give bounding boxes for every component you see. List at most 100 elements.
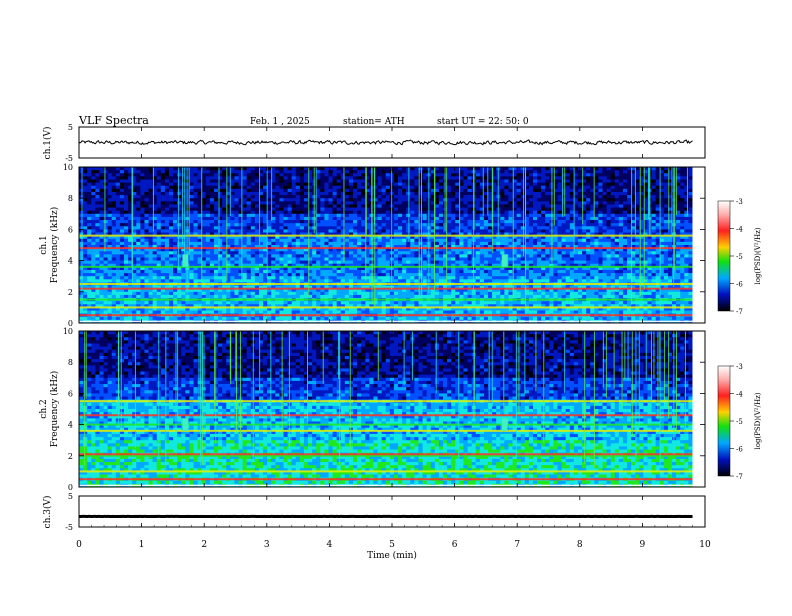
spectrogram-cell: [569, 257, 575, 261]
spectrogram-cell: [631, 167, 636, 171]
spectrogram-cell: [410, 220, 415, 224]
spectrogram-cell: [263, 226, 268, 230]
spectrogram-cell: [242, 226, 248, 230]
spectrogram-cell: [577, 204, 583, 208]
spectrogram-cell: [160, 216, 166, 221]
spectrogram-cell: [487, 185, 493, 190]
spectrogram-cell: [528, 241, 534, 246]
spectrogram-cell: [156, 201, 162, 205]
spectrogram-cell: [328, 254, 333, 258]
spectrogram-cell: [594, 220, 599, 224]
spectrogram-cell: [156, 167, 162, 171]
spectrogram-cell: [136, 185, 141, 190]
spectrogram-cell: [622, 204, 628, 208]
spectrogram-cell: [336, 257, 342, 261]
spectrogram-cell: [377, 179, 383, 183]
spectrogram-cell: [287, 235, 293, 240]
spectrogram-cell: [95, 269, 100, 274]
spectrogram-cell: [213, 245, 219, 249]
spectrogram-cell: [676, 210, 681, 215]
spectrogram-cell: [618, 223, 624, 227]
spectrogram-cell: [430, 235, 436, 240]
spectrogram-cell: [128, 185, 133, 190]
spectrogram-cell: [230, 260, 235, 265]
spectrogram-cell: [267, 213, 272, 218]
spectrogram-cell: [688, 232, 693, 237]
spectrogram-cell: [181, 191, 186, 196]
spectrogram-cell: [573, 216, 579, 221]
spectrogram-cell: [213, 220, 219, 224]
spectrogram-cell: [455, 251, 460, 255]
spectrogram-cell: [553, 185, 558, 190]
spectrogram-cell: [99, 269, 104, 274]
spectrogram-cell: [238, 204, 243, 208]
spectrogram-cell: [357, 207, 362, 212]
spectrogram-cell: [451, 191, 456, 196]
spectrogram-cell: [385, 241, 391, 246]
spectrogram-cell: [512, 263, 518, 268]
spectrogram-cell: [291, 179, 297, 183]
spectrogram-cell: [541, 173, 546, 177]
spectrogram-cell: [365, 216, 370, 221]
spectrogram-cell: [479, 191, 485, 196]
spectrogram-cell: [680, 223, 685, 227]
spectrogram-cell: [487, 232, 493, 237]
spectrogram-cell: [541, 191, 546, 196]
spectrogram-cell: [340, 201, 346, 205]
spectrogram-cell: [545, 229, 550, 233]
spectrogram-cell: [459, 170, 464, 174]
spectrogram-cell: [103, 248, 109, 252]
spectrogram-cell: [520, 238, 526, 243]
spectrogram-cell: [410, 254, 415, 258]
spectrogram-cell: [91, 182, 96, 187]
spectrogram-cell: [197, 245, 203, 249]
spectrogram-cell: [651, 170, 657, 174]
spectrogram-cell: [487, 179, 493, 183]
spectrogram-cell: [381, 167, 387, 171]
spectrogram-cell: [483, 245, 489, 249]
spectrogram-cell: [295, 167, 301, 171]
spectrogram-cell: [398, 182, 403, 187]
spectrogram-cell: [164, 204, 170, 208]
spectrogram-cell: [140, 204, 145, 208]
spectrogram-cell: [577, 235, 583, 240]
spectrogram-cell: [418, 191, 423, 196]
spectrogram-cell: [532, 260, 538, 265]
spectrogram-cell: [643, 238, 648, 243]
spectrogram-cell: [258, 213, 264, 218]
spectrogram-cell: [663, 198, 669, 202]
spectrogram-cell: [205, 167, 211, 171]
spectrogram-cell: [594, 195, 599, 199]
spectrogram-cell: [344, 210, 350, 215]
spectrogram-cell: [156, 213, 162, 218]
spectrogram-cell: [647, 245, 652, 249]
spectrogram-cell: [79, 232, 84, 237]
spectrogram-cell: [230, 191, 235, 196]
spectrogram-cell: [205, 232, 211, 237]
spectrogram-cell: [213, 232, 219, 237]
spectrogram-cell: [361, 201, 366, 205]
spectrogram-cell: [582, 204, 587, 208]
spectrogram-cell: [234, 245, 239, 249]
spectrogram-cell: [676, 257, 681, 261]
spectrogram-cell: [160, 170, 166, 174]
spectrogram-cell: [344, 235, 350, 240]
spectrogram-cell: [365, 254, 370, 258]
spectrogram-cell: [128, 245, 133, 249]
spectrogram-cell: [156, 235, 162, 240]
spectrogram-cell: [639, 232, 644, 237]
spectrogram-cell: [381, 191, 387, 196]
spectrogram-cell: [680, 201, 685, 205]
spectrogram-cell: [267, 226, 272, 230]
spectrogram-cell: [557, 232, 562, 237]
spectrogram-cell: [213, 216, 219, 221]
spectrogram-cell: [107, 201, 113, 205]
spectrogram-cell: [655, 173, 661, 177]
spectrogram-cell: [487, 191, 493, 196]
spectrogram-cell: [520, 235, 526, 240]
spectrogram-cell: [344, 207, 350, 212]
spectrogram-cell: [496, 254, 501, 258]
spectrogram-cell: [328, 188, 333, 193]
spectrogram-cell: [606, 185, 612, 190]
spectrogram-cell: [483, 198, 489, 202]
